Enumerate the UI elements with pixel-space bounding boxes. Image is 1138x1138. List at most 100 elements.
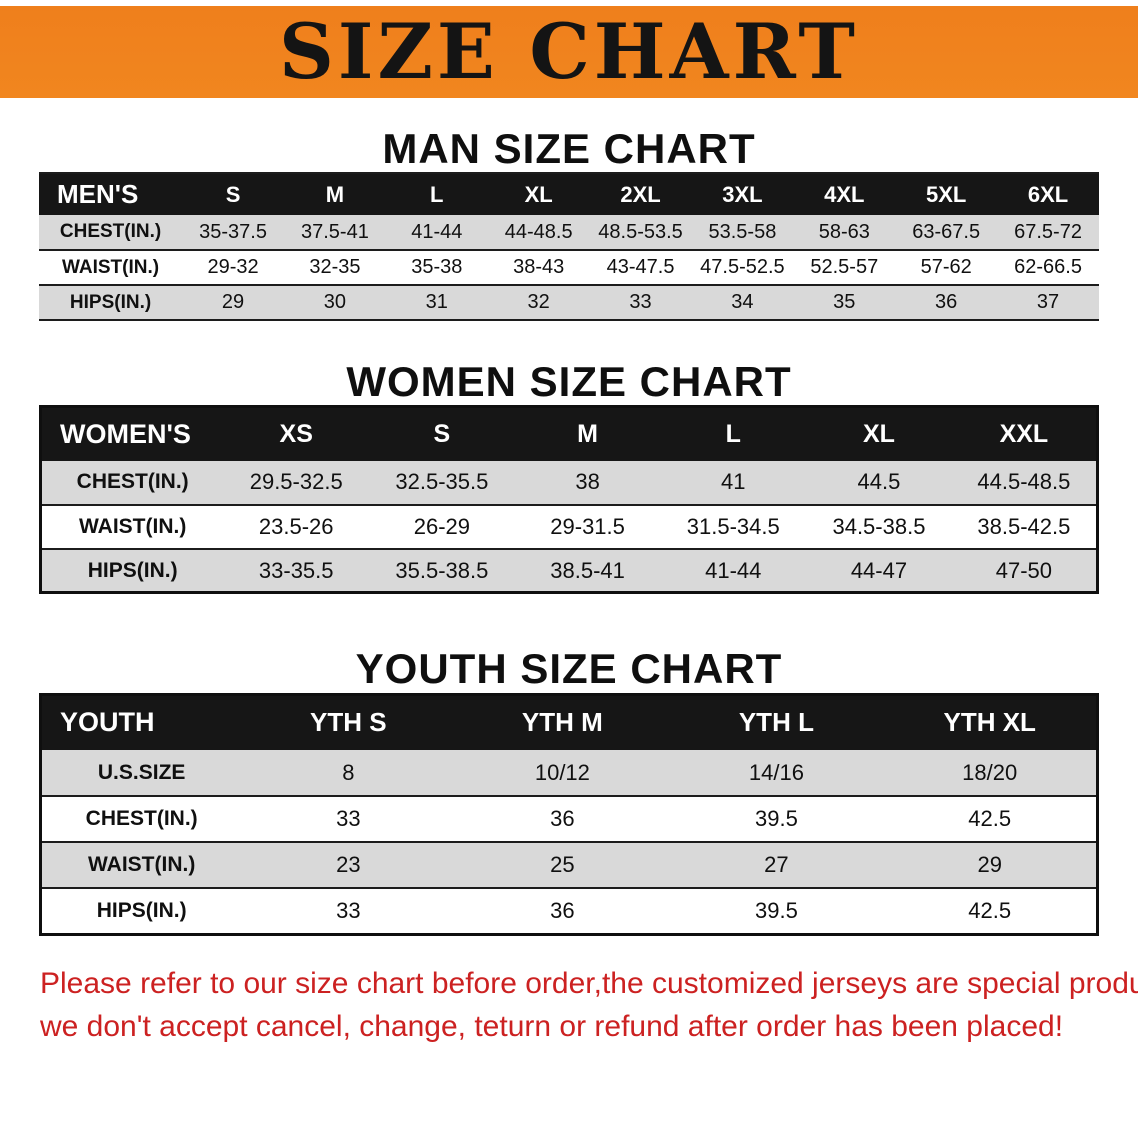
value-cell: 47-50	[951, 548, 1098, 593]
value-cell: 35-38	[411, 256, 463, 279]
value-cell: 32-35	[309, 256, 361, 279]
value-cell: 27	[669, 842, 884, 889]
value-cell: 32	[487, 285, 590, 321]
value-cell: 25	[455, 842, 670, 889]
table-title-cell: WOMEN'S	[40, 406, 224, 461]
value-cell: 58-63	[793, 215, 896, 251]
size-column-header: 3XL	[691, 173, 794, 216]
value-cell: 67.5-72	[997, 215, 1099, 251]
table-row: CHEST(IN.) 35-37.5 37.5-41 41-44 44-48.5 48.5…	[39, 215, 1099, 251]
value-cell: 32.5-35.5	[369, 460, 515, 505]
value-cell: 44.5-48.5	[951, 460, 1098, 505]
value-cell: 33	[589, 285, 692, 321]
size-column-header: M	[283, 173, 386, 216]
value-cell: 35-37.5	[182, 215, 284, 251]
value-cell: 26-29	[413, 513, 471, 539]
value-cell: 36	[895, 285, 998, 321]
value-cell: 37	[997, 285, 1099, 321]
row-label-cell: WAIST(IN.)	[79, 514, 187, 538]
table-row: CHEST(IN.) 33 36 39.5 42.5	[40, 796, 1098, 843]
youth-size-table: YOUTH YTH S YTH M YTH L YTH XL U.S.SIZE 8 10/12…	[39, 692, 1099, 936]
value-cell: 23	[241, 842, 456, 889]
value-cell: 23.5-26	[258, 513, 334, 539]
size-column-header: 6XL	[997, 173, 1099, 216]
value-cell: 62-66.5	[1014, 256, 1082, 279]
value-cell: 31	[385, 285, 488, 321]
value-cell: 42.5	[968, 806, 1012, 832]
table-row: WAIST(IN.) 29-32 32-35 35-38 38-43 43-47.5 47.…	[39, 250, 1099, 286]
size-column-header: YTH M	[455, 694, 670, 751]
value-cell: 35	[793, 285, 896, 321]
value-cell: 29	[182, 285, 284, 321]
table-row: WAIST(IN.) 23.5-26 26-29 29-31.5 31.5-34.5 34…	[40, 505, 1098, 549]
size-column-header: M	[514, 406, 661, 461]
value-cell: 8	[241, 750, 456, 797]
value-cell: 10/12	[455, 750, 670, 797]
page-title: SIZE CHART	[279, 7, 859, 96]
value-cell: 57-62	[920, 256, 972, 279]
size-column-header: YTH S	[241, 694, 456, 751]
value-cell: 42.5	[968, 897, 1012, 923]
value-cell: 44.5	[806, 460, 952, 505]
value-cell: 29.5-32.5	[223, 460, 370, 505]
value-cell: 63-67.5	[895, 215, 998, 251]
disclaimer-note: Please refer to our size chart before or…	[40, 962, 1138, 1049]
value-cell: 53.5-58	[691, 215, 794, 251]
men-size-table: MEN'S S M L XL 2XL 3XL 4XL 5XL 6XL CHEST(IN.) 35-37…	[39, 172, 1099, 321]
row-label-cell: CHEST(IN.)	[39, 215, 183, 251]
value-cell: 52.5-57	[810, 256, 879, 279]
disclaimer-line-2: we don't accept cancel, change, teturn o…	[40, 1010, 1064, 1044]
table-row: HIPS(IN.) 33 36 39.5 42.5	[40, 888, 1098, 935]
size-column-header: L	[385, 173, 488, 216]
value-cell: 31.5-34.5	[686, 513, 780, 539]
value-cell: 29	[883, 842, 1098, 889]
size-column-header: XL	[806, 406, 952, 461]
value-cell: 36	[550, 806, 575, 832]
men-section-heading: MAN SIZE CHART	[382, 125, 756, 172]
value-cell: 38-43	[513, 256, 565, 279]
size-column-header: XL	[487, 173, 590, 216]
value-cell: 38	[514, 460, 661, 505]
table-title-cell: MEN'S	[39, 173, 183, 216]
size-column-header: S	[182, 173, 284, 216]
row-label-cell: CHEST(IN.)	[40, 460, 224, 505]
value-cell: 41	[660, 460, 807, 505]
value-cell: 48.5-53.5	[589, 215, 692, 251]
value-cell: 47.5-52.5	[700, 256, 785, 279]
value-cell: 43-47.5	[606, 256, 675, 279]
youth-section-heading: YOUTH SIZE CHART	[355, 645, 783, 693]
table-row: CHEST(IN.) 29.5-32.5 32.5-35.5 38 41 44.5 44.5…	[40, 460, 1098, 505]
row-label-cell: HIPS(IN.)	[96, 898, 187, 922]
size-column-header: YTH XL	[883, 694, 1098, 751]
value-cell: 14/16	[669, 750, 884, 797]
value-cell: 38.5-41	[514, 548, 661, 593]
row-label-cell: WAIST(IN.)	[40, 842, 242, 889]
table-row: HIPS(IN.) 29 30 31 32 33 34 35 36 37	[39, 285, 1099, 321]
row-label-cell: HIPS(IN.)	[40, 548, 224, 593]
value-cell: 41-44	[660, 548, 807, 593]
value-cell: 33	[336, 806, 361, 832]
size-chart-page: SIZE CHART MAN SIZE CHART MEN'S S M L XL 2XL 3…	[0, 6, 1138, 1138]
value-cell: 29-31.5	[550, 513, 625, 539]
row-label-cell: U.S.SIZE	[40, 750, 242, 797]
value-cell: 18/20	[883, 750, 1098, 797]
row-label-cell: HIPS(IN.)	[39, 285, 183, 321]
value-cell: 34.5-38.5	[832, 513, 926, 539]
disclaimer-line-1: Please refer to our size chart before or…	[40, 966, 1138, 1000]
table-header-row: YOUTH YTH S YTH M YTH L YTH XL	[40, 694, 1098, 751]
women-section-heading: WOMEN SIZE CHART	[346, 358, 792, 406]
value-cell: 39.5	[754, 806, 798, 832]
size-column-header: 5XL	[895, 173, 998, 216]
value-cell: 29-32	[207, 256, 259, 279]
table-row: HIPS(IN.) 33-35.5 35.5-38.5 38.5-41 41-44 44-…	[40, 548, 1098, 593]
table-row: WAIST(IN.) 23 25 27 29	[40, 842, 1098, 889]
value-cell: 41-44	[385, 215, 488, 251]
value-cell: 33	[336, 897, 361, 923]
value-cell: 35.5-38.5	[369, 548, 515, 593]
value-cell: 30	[283, 285, 386, 321]
value-cell: 38.5-42.5	[977, 513, 1071, 539]
value-cell: 36	[550, 897, 575, 923]
table-header-row: MEN'S S M L XL 2XL 3XL 4XL 5XL 6XL	[39, 173, 1099, 216]
banner: SIZE CHART	[0, 6, 1138, 98]
value-cell: 44-48.5	[487, 215, 590, 251]
